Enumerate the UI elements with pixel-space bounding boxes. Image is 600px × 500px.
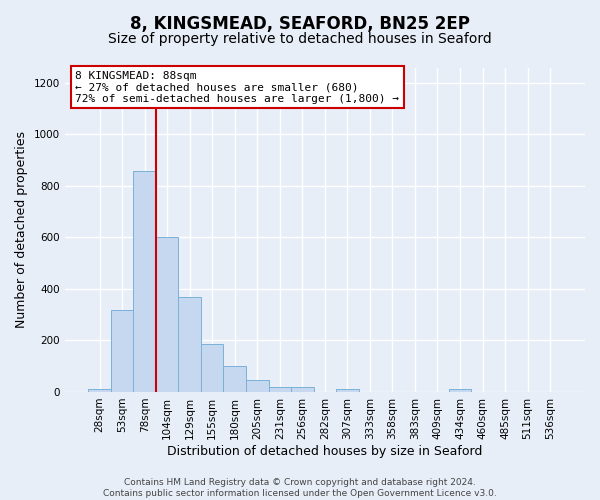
Bar <box>449 390 471 392</box>
Bar <box>223 366 246 392</box>
Bar <box>178 296 201 392</box>
X-axis label: Distribution of detached houses by size in Seaford: Distribution of detached houses by size … <box>167 444 482 458</box>
Text: 8 KINGSMEAD: 88sqm
← 27% of detached houses are smaller (680)
72% of semi-detach: 8 KINGSMEAD: 88sqm ← 27% of detached hou… <box>75 70 399 104</box>
Bar <box>246 380 269 392</box>
Y-axis label: Number of detached properties: Number of detached properties <box>15 131 28 328</box>
Bar <box>269 387 291 392</box>
Bar <box>88 390 111 392</box>
Bar <box>111 310 133 392</box>
Text: Size of property relative to detached houses in Seaford: Size of property relative to detached ho… <box>108 32 492 46</box>
Bar <box>336 390 359 392</box>
Text: Contains HM Land Registry data © Crown copyright and database right 2024.
Contai: Contains HM Land Registry data © Crown c… <box>103 478 497 498</box>
Bar <box>156 238 178 392</box>
Bar <box>201 344 223 392</box>
Bar <box>291 387 314 392</box>
Text: 8, KINGSMEAD, SEAFORD, BN25 2EP: 8, KINGSMEAD, SEAFORD, BN25 2EP <box>130 15 470 33</box>
Bar <box>133 170 156 392</box>
